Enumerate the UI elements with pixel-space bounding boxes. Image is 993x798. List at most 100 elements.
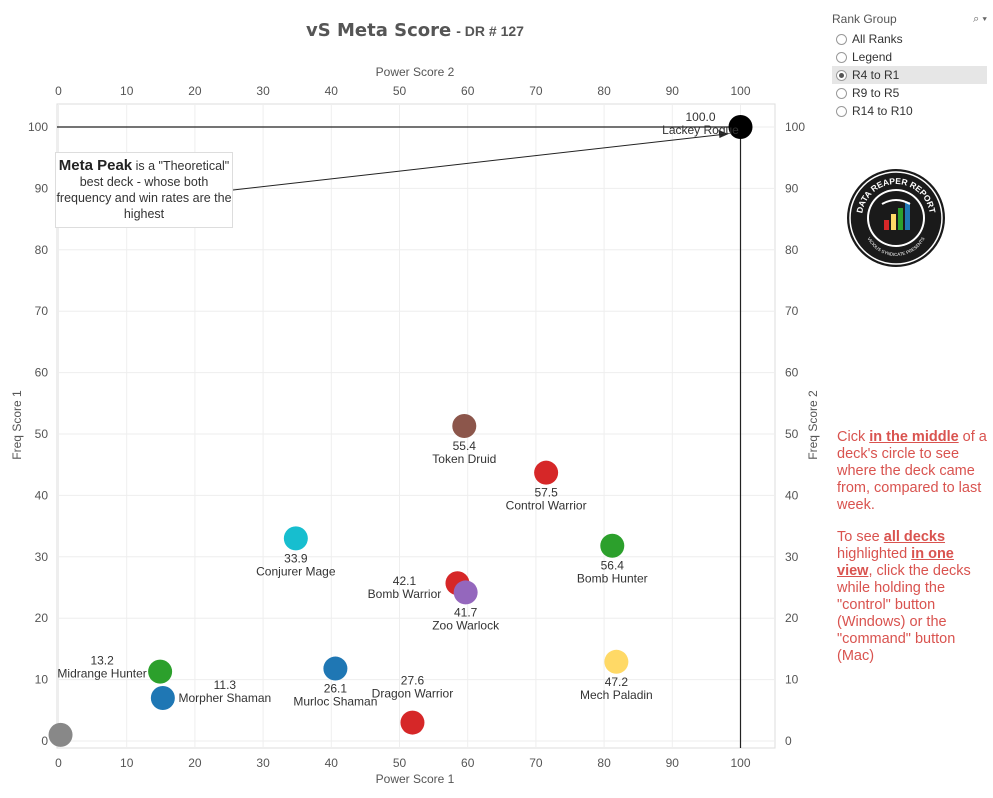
chart-title-main: vS Meta Score [306, 20, 452, 41]
x-tick-label-top: 100 [730, 84, 750, 98]
radio-icon[interactable] [836, 33, 847, 45]
annotation-text: is a "Theoretical" best deck - whose bot… [56, 159, 232, 221]
point-name-label: Lackey Rogue [662, 123, 739, 137]
y-tick-label: 0 [41, 734, 48, 748]
point-name-label: Zoo Warlock [432, 618, 500, 632]
point-score-label: 57.5 [534, 486, 558, 500]
point-name-label: Morpher Shaman [178, 691, 271, 705]
point-score-label: 47.2 [605, 675, 629, 689]
rank-option-0[interactable]: All Ranks [832, 30, 987, 48]
rank-option-label: R9 to R5 [852, 86, 900, 100]
x-axis-title: Power Score 1 [376, 772, 455, 786]
instruction-2: To see all decks highlighted in one view… [837, 529, 971, 664]
chart-title-sub: DR # 127 [464, 23, 524, 39]
scatter-chart: 0010102020303040405050606070708080909010… [10, 65, 820, 786]
filter-menu-icon[interactable]: ⌕ ▾ [973, 12, 987, 25]
x-tick-label: 80 [597, 756, 611, 770]
y-tick-label-right: 50 [785, 427, 799, 441]
radio-icon[interactable] [836, 51, 847, 63]
x-axis-title-top: Power Score 2 [376, 65, 455, 79]
instructions: Cick in the middle of a deck's circle to… [837, 429, 987, 680]
point-name-label: Midrange Hunter [57, 667, 146, 681]
data-point [452, 414, 477, 439]
data-reaper-logo: DATA REAPER REPORT VICIOUS SYNDICATE PRE… [847, 169, 945, 267]
point-score-label: 100.0 [685, 110, 715, 124]
y-axis-title-right: Freq Score 2 [806, 390, 820, 460]
rank-option-2[interactable]: R4 to R1 [832, 66, 987, 84]
y-tick-label: 30 [35, 550, 49, 564]
y-tick-label: 20 [35, 611, 49, 625]
annotation-bold: Meta Peak [58, 157, 133, 174]
point-score-label: 56.4 [601, 559, 625, 573]
annotation-arrow [232, 133, 727, 191]
data-point [534, 460, 559, 485]
radio-icon[interactable] [836, 69, 847, 81]
data-point [728, 115, 753, 139]
y-tick-label: 60 [35, 366, 49, 380]
x-tick-label: 90 [666, 756, 680, 770]
data-point [400, 710, 425, 735]
y-tick-label-right: 20 [785, 611, 799, 625]
point-name-label: Murloc Shaman [293, 695, 377, 709]
x-tick-label: 40 [325, 756, 339, 770]
point-score-label: 13.2 [90, 654, 114, 668]
x-tick-label-top: 30 [256, 84, 270, 98]
x-tick-label-top: 80 [597, 84, 611, 98]
meta-peak-annotation: Meta Peak is a "Theoretical" best deck -… [55, 152, 233, 228]
point-name-label: Mech Paladin [580, 688, 653, 702]
y-axis-title: Freq Score 1 [10, 390, 24, 460]
x-tick-label-top: 0 [55, 84, 62, 98]
y-tick-label-right: 100 [785, 120, 805, 134]
rank-option-label: R4 to R1 [852, 68, 900, 82]
radio-icon[interactable] [836, 105, 847, 117]
annotation-arrowhead [718, 130, 729, 138]
point-name-label: Bomb Hunter [577, 572, 648, 586]
x-tick-label: 10 [120, 756, 134, 770]
point-score-label: 41.7 [454, 605, 478, 619]
y-tick-label-right: 70 [785, 304, 799, 318]
rank-group-filter: Rank Group ⌕ ▾ All Ranks Legend R4 to R1 R9… [832, 12, 987, 120]
rank-option-3[interactable]: R9 to R5 [832, 84, 987, 102]
x-tick-label: 100 [730, 756, 750, 770]
point-name-label: Control Warrior [506, 499, 587, 513]
point-score-label: 27.6 [401, 674, 425, 688]
y-tick-label: 50 [35, 427, 49, 441]
y-tick-label: 40 [35, 488, 49, 502]
x-tick-label: 60 [461, 756, 475, 770]
point-name-label: Bomb Warrior [368, 587, 442, 601]
point-name-label: Conjurer Mage [256, 564, 336, 578]
y-tick-label-right: 0 [785, 734, 792, 748]
data-point [150, 686, 175, 711]
x-tick-label-top: 70 [529, 84, 543, 98]
x-tick-label-top: 50 [393, 84, 407, 98]
y-tick-label: 10 [35, 673, 49, 687]
y-tick-label: 80 [35, 243, 49, 257]
rank-option-4[interactable]: R14 to R10 [832, 102, 987, 120]
y-tick-label-right: 30 [785, 550, 799, 564]
y-tick-label: 90 [35, 181, 49, 195]
rank-option-1[interactable]: Legend [832, 48, 987, 66]
x-tick-label: 70 [529, 756, 543, 770]
point-score-label: 55.4 [453, 439, 477, 453]
radio-icon[interactable] [836, 87, 847, 99]
x-tick-label: 30 [256, 756, 270, 770]
y-tick-label-right: 60 [785, 366, 799, 380]
y-tick-label: 70 [35, 304, 49, 318]
y-tick-label-right: 80 [785, 243, 799, 257]
x-tick-label: 0 [55, 756, 62, 770]
chart-title: vS Meta Score - DR # 127 [306, 20, 524, 41]
x-tick-label: 20 [188, 756, 202, 770]
y-tick-label-right: 90 [785, 181, 799, 195]
data-point [453, 580, 478, 605]
x-tick-label-top: 40 [325, 84, 339, 98]
point-name-label: Token Druid [432, 452, 496, 466]
rank-option-label: All Ranks [852, 32, 903, 46]
data-point [148, 659, 173, 684]
x-tick-label-top: 20 [188, 84, 202, 98]
data-point [283, 526, 308, 551]
point-name-label: Dragon Warrior [372, 687, 454, 701]
rank-option-label: R14 to R10 [852, 104, 913, 118]
data-point [604, 649, 629, 674]
data-point [48, 722, 73, 747]
y-tick-label-right: 40 [785, 488, 799, 502]
